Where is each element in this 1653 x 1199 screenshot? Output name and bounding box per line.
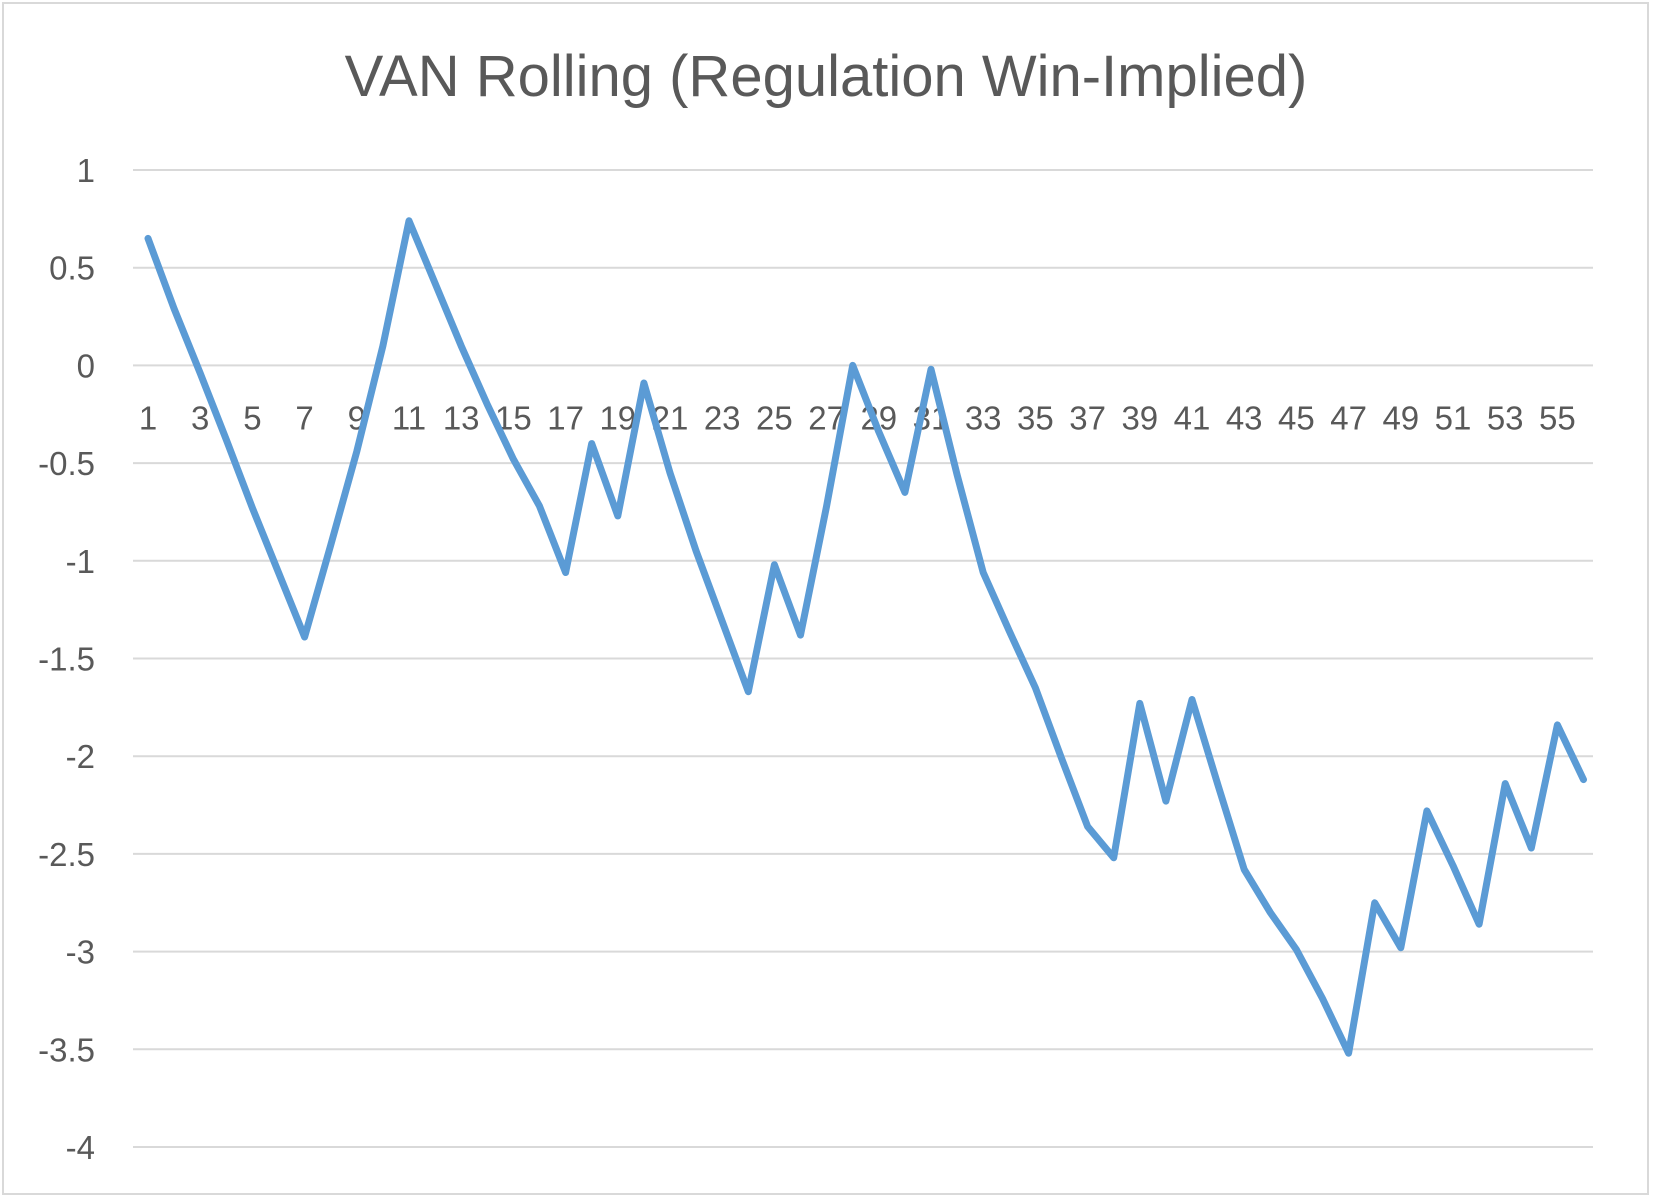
y-tick-label: -1.5 (38, 641, 95, 678)
x-tick-label: 33 (965, 399, 1002, 436)
x-tick-label: 51 (1435, 399, 1472, 436)
y-axis-tick-labels: 1 0.5 0 -0.5 -1 -1.5 -2 -2.5 -3 -3.5 -4 (38, 152, 95, 1166)
x-tick-label: 45 (1278, 399, 1315, 436)
y-tick-label: 0.5 (49, 250, 95, 287)
x-tick-label: 5 (243, 399, 261, 436)
x-tick-label: 11 (392, 399, 426, 436)
x-tick-label: 19 (599, 399, 636, 436)
x-tick-label: 1 (139, 399, 157, 436)
y-tick-label: -4 (66, 1129, 95, 1166)
x-tick-label: 49 (1382, 399, 1419, 436)
chart-title: VAN Rolling (Regulation Win-Implied) (345, 44, 1308, 109)
x-tick-label: 39 (1121, 399, 1158, 436)
x-tick-label: 25 (756, 399, 793, 436)
y-tick-label: -3 (66, 934, 95, 971)
x-tick-label: 3 (191, 399, 209, 436)
x-tick-label: 37 (1069, 399, 1106, 436)
x-tick-label: 53 (1487, 399, 1524, 436)
y-tick-label: 1 (77, 152, 95, 189)
y-tick-label: 0 (77, 347, 95, 384)
x-tick-label: 55 (1539, 399, 1576, 436)
gridlines (133, 169, 1593, 1148)
y-tick-label: -2.5 (38, 836, 95, 873)
x-tick-label: 17 (547, 399, 584, 436)
x-tick-label: 43 (1226, 399, 1263, 436)
x-tick-label: 23 (704, 399, 741, 436)
x-tick-label: 41 (1174, 399, 1211, 436)
series-line (144, 217, 1587, 1057)
x-tick-label: 7 (295, 399, 313, 436)
x-tick-label: 35 (1017, 399, 1054, 436)
x-tick-label: 13 (443, 399, 480, 436)
y-tick-label: -3.5 (38, 1031, 95, 1068)
x-axis-tick-labels: 1 3 5 7 9 11 13 15 17 19 21 23 25 27 29 31 33 35 37 39 41 43 4… (139, 399, 1576, 436)
series-layer (144, 217, 1587, 1057)
y-tick-label: -1 (66, 543, 95, 580)
x-tick-label: 47 (1330, 399, 1367, 436)
y-tick-label: -0.5 (38, 445, 95, 482)
y-tick-label: -2 (66, 738, 95, 775)
